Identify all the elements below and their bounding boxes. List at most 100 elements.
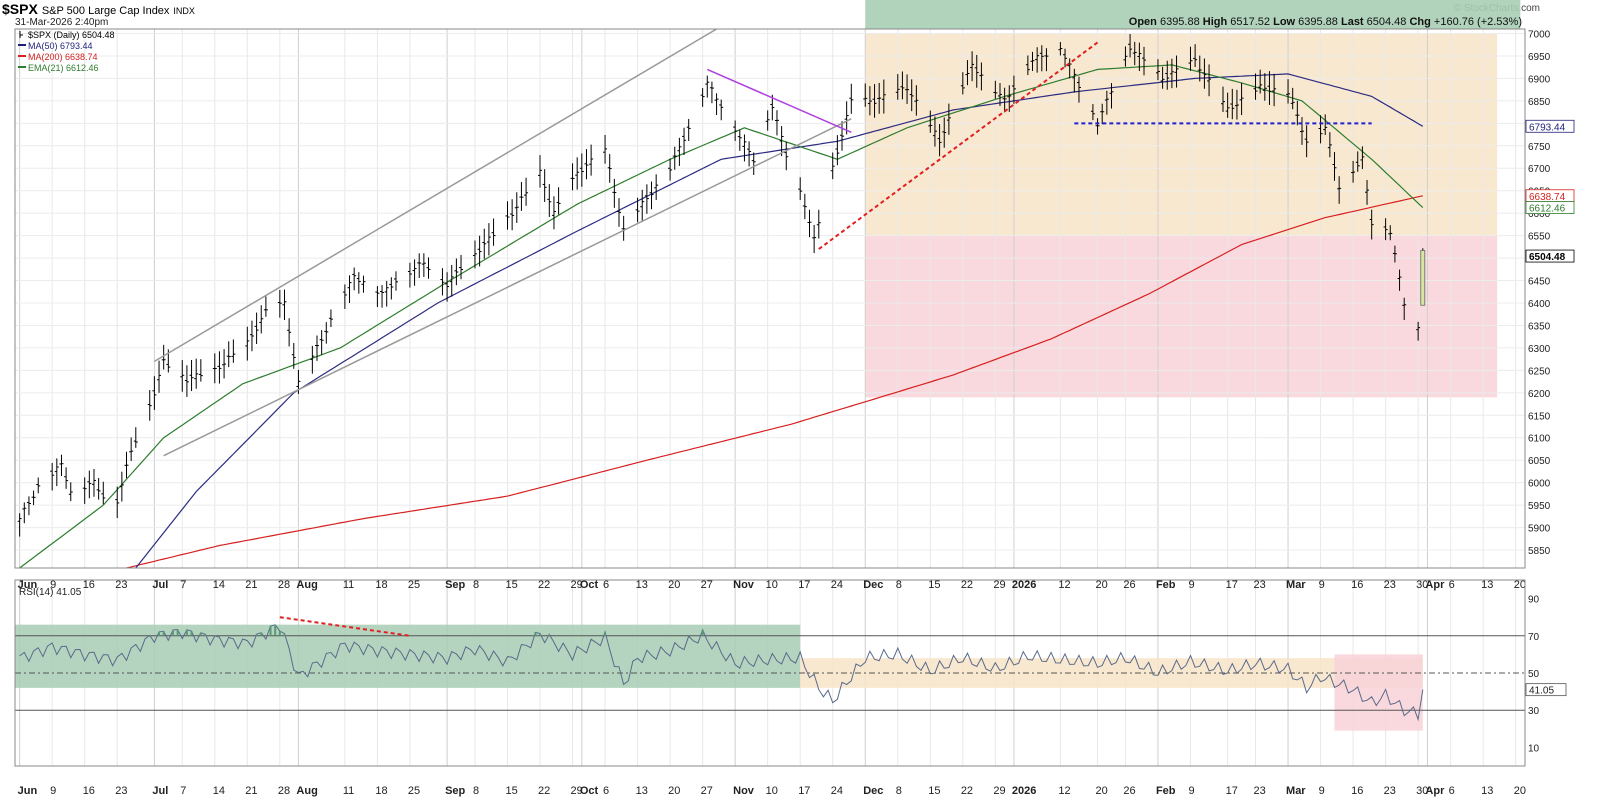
x-tick-label-price: 22 bbox=[961, 579, 973, 591]
y-tick-label-rsi: 30 bbox=[1528, 706, 1540, 717]
ohlc-bar bbox=[152, 376, 157, 410]
ohlc-bar bbox=[26, 496, 31, 516]
ohlc-bar bbox=[881, 79, 886, 114]
ohlc-bar bbox=[277, 289, 282, 318]
ohlc-bar bbox=[315, 335, 319, 361]
ohlc-bar bbox=[863, 83, 868, 107]
ohlc-bar bbox=[737, 129, 742, 151]
x-tick-label-price: 27 bbox=[701, 579, 713, 591]
ohlc-bar bbox=[640, 189, 645, 221]
ohlc-bar bbox=[644, 184, 649, 214]
ohlc-bar bbox=[668, 158, 673, 181]
ohlc-bar bbox=[50, 462, 55, 491]
ohlc-bar bbox=[905, 74, 910, 104]
x-tick-label-rsi: 20 bbox=[668, 785, 680, 797]
ohlc-bar bbox=[524, 177, 529, 206]
ohlc-bar bbox=[1332, 152, 1337, 181]
y-tick-label-price: 6300 bbox=[1528, 344, 1551, 355]
ohlc-bar bbox=[974, 54, 979, 88]
ohlc-bar bbox=[705, 75, 710, 98]
ohlc-bar bbox=[31, 490, 36, 506]
x-tick-label-price: 13 bbox=[636, 579, 648, 591]
ohlc-bar bbox=[1225, 92, 1230, 118]
x-tick-label-rsi: 24 bbox=[831, 785, 843, 797]
x-tick-label-price: 8 bbox=[473, 579, 479, 591]
exchange: INDX bbox=[173, 6, 195, 16]
ohlc-bar bbox=[440, 268, 445, 296]
ohlc-bar bbox=[180, 360, 185, 392]
rsi-panel-border bbox=[14, 579, 1526, 767]
ohlc-bar bbox=[1397, 269, 1402, 291]
ohlc-bar bbox=[328, 309, 333, 328]
x-tick-label-price: 12 bbox=[1058, 579, 1070, 591]
x-tick-label-rsi: 23 bbox=[1254, 785, 1266, 797]
ohlc-bar bbox=[1030, 51, 1035, 71]
ohlc-bar bbox=[449, 264, 454, 297]
x-tick-label-rsi: 9 bbox=[1319, 785, 1325, 797]
right-value-box bbox=[1525, 201, 1575, 214]
x-tick-label-rsi: 16 bbox=[1351, 785, 1363, 797]
ohlc-bar bbox=[1286, 79, 1291, 104]
ohlc-bar bbox=[900, 71, 905, 100]
y-tick-label-rsi: 10 bbox=[1528, 743, 1540, 754]
ohlc-bar bbox=[979, 62, 984, 91]
ohlc-bar bbox=[584, 149, 589, 180]
ohlc-bar bbox=[324, 322, 329, 344]
ohlc-bar bbox=[909, 79, 914, 112]
ohlc-bar bbox=[96, 478, 101, 500]
x-tick-label-rsi: 13 bbox=[636, 785, 648, 797]
ohlc-bar bbox=[459, 254, 464, 280]
x-tick-label-price: 6 bbox=[1449, 579, 1455, 591]
ohlc-bar bbox=[993, 80, 998, 99]
legend-entry: MA(50) 6793.44 bbox=[28, 41, 93, 51]
ohlc-bar bbox=[514, 192, 519, 223]
x-tick-label-price: 29 bbox=[571, 579, 583, 591]
ohlc-bar bbox=[1392, 245, 1397, 263]
ohlc-bar bbox=[612, 178, 617, 208]
ohlc-bar bbox=[779, 126, 784, 157]
ohlc-bar bbox=[486, 223, 491, 256]
last-bar bbox=[1420, 250, 1426, 306]
rsi-line bbox=[19, 624, 1424, 722]
ohlc-bar bbox=[937, 124, 942, 157]
y-tick-label-price: 7000 bbox=[1528, 29, 1551, 40]
ohlc-bar bbox=[556, 187, 561, 215]
ohlc-bar bbox=[1035, 47, 1040, 73]
ohlc-bar bbox=[1095, 118, 1100, 135]
ohlc-bar bbox=[1002, 87, 1007, 113]
x-tick-label-rsi: Mar bbox=[1286, 785, 1306, 797]
y-tick-label-price: 6200 bbox=[1528, 389, 1551, 400]
symbol-description: S&P 500 Large Cap Index bbox=[41, 5, 170, 17]
ohlc-bar bbox=[310, 345, 315, 374]
ohlc-bar bbox=[124, 451, 129, 479]
x-tick-label-rsi: 7 bbox=[180, 785, 186, 797]
x-tick-label-rsi: 15 bbox=[505, 785, 517, 797]
ohlc-bar bbox=[1076, 76, 1081, 103]
ohlc-bar bbox=[1388, 225, 1393, 241]
ohlc-bar bbox=[421, 253, 426, 277]
right-value-label: 6793.44 bbox=[1529, 122, 1566, 133]
x-tick-label-price: 7 bbox=[180, 579, 186, 591]
ohlc-bar bbox=[1188, 46, 1193, 71]
ohlc-bar bbox=[17, 513, 22, 537]
x-tick-label-rsi: 11 bbox=[343, 785, 354, 797]
right-value-label: 6612.46 bbox=[1529, 204, 1566, 215]
ohlc-bar bbox=[1039, 45, 1044, 72]
ohlc-bar bbox=[932, 116, 937, 147]
ohlc-bar bbox=[997, 83, 1002, 107]
ohlc-bar bbox=[1258, 69, 1263, 94]
x-tick-label-price: 21 bbox=[245, 579, 257, 591]
ohlc-bar bbox=[505, 201, 510, 230]
ohlc-bar bbox=[393, 271, 398, 291]
y-tick-label-price: 6000 bbox=[1528, 479, 1551, 490]
x-tick-label-rsi: 30 bbox=[1416, 785, 1428, 797]
x-tick-label-rsi: 20 bbox=[1096, 785, 1108, 797]
x-tick-label-price: 11 bbox=[343, 579, 354, 591]
ohlc-bar bbox=[64, 467, 69, 489]
ohlc-bar bbox=[1267, 71, 1272, 105]
ohlc-bar bbox=[1416, 321, 1421, 341]
ohlc-bar bbox=[87, 470, 92, 499]
ohlc-bar bbox=[510, 199, 515, 231]
ohlc-bar bbox=[1072, 68, 1077, 93]
x-tick-label-rsi: 18 bbox=[375, 785, 387, 797]
